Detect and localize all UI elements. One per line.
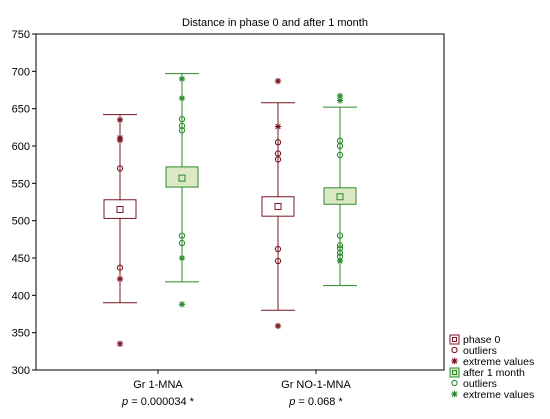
outlier-point: [274, 139, 282, 146]
legend-series-label: after 1 month: [463, 367, 525, 379]
box-body: [323, 187, 357, 205]
median-marker: [274, 202, 282, 210]
legend-extreme-symbol: [451, 390, 458, 398]
outlier-point: [274, 150, 282, 157]
extreme-point: [274, 77, 282, 85]
outlier-point: [336, 242, 344, 249]
extreme-point: [336, 97, 344, 104]
outlier-point: [336, 151, 344, 159]
y-tick-label: 700: [12, 66, 30, 78]
y-tick-label: 550: [12, 178, 30, 190]
box-group: [261, 77, 295, 330]
legend-outlier-label: outliers: [463, 378, 497, 390]
y-tick-label: 750: [12, 29, 30, 41]
outlier-point: [336, 232, 344, 239]
extreme-point: [116, 340, 124, 348]
legend-box-symbol: [449, 367, 460, 378]
median-marker: [336, 193, 344, 201]
extreme-point: [178, 75, 186, 82]
outlier-point: [116, 264, 124, 271]
box-body: [103, 199, 137, 219]
outlier-point: [116, 165, 124, 172]
outlier-point: [178, 122, 186, 129]
extreme-point: [336, 257, 344, 265]
outlier-point: [274, 257, 282, 265]
legend-median-symbol: [452, 370, 457, 375]
extreme-point: [274, 123, 282, 130]
y-axis: 300 350 400 450 500 550 600 650 700 750: [12, 29, 36, 377]
outlier-point: [178, 127, 186, 134]
y-tick-label: 400: [12, 290, 30, 302]
extreme-point: [178, 95, 186, 102]
y-tick-label: 650: [12, 104, 30, 116]
box-body: [165, 166, 199, 188]
outlier-point: [178, 232, 186, 239]
outlier-point: [274, 156, 282, 163]
legend-outlier-label: outliers: [463, 345, 497, 357]
extreme-point: [116, 116, 124, 124]
box-group: [323, 92, 357, 287]
x-tick-label: Gr 1-MNA: [133, 379, 183, 391]
box-series: [103, 73, 357, 348]
x-axis: Gr 1-MNA p = 0.000034 * Gr NO-1-MNA p = 0.0…: [121, 370, 351, 408]
legend-extreme-label: extreme values: [463, 356, 534, 368]
outlier-point: [336, 142, 344, 150]
p-value-symbol: p: [121, 396, 128, 408]
box-body: [261, 196, 295, 217]
y-tick-label: 300: [12, 365, 30, 377]
extreme-point: [274, 322, 282, 330]
legend-series-label: phase 0: [463, 334, 501, 346]
p-value-symbol: p: [288, 396, 295, 408]
outlier-point: [336, 245, 344, 252]
y-tick-label: 350: [12, 328, 30, 340]
p-value-label: p = 0.068 *: [288, 396, 343, 408]
p-value-label: p = 0.000034 *: [121, 396, 195, 408]
outlier-point: [274, 245, 282, 253]
median-marker: [178, 174, 186, 182]
extreme-point: [178, 301, 186, 308]
y-tick-label: 500: [12, 216, 30, 228]
extreme-point: [116, 275, 124, 283]
legend-extreme-label: extreme values: [463, 389, 534, 401]
box-group: [165, 73, 199, 308]
legend-median-symbol: [452, 337, 457, 342]
plot-area: [35, 33, 445, 371]
legend-outlier-symbol: [451, 379, 458, 387]
legend-extreme-symbol: [451, 357, 458, 365]
p-value-text: = 0.068 *: [295, 396, 343, 408]
extreme-point: [178, 254, 186, 262]
outlier-point: [178, 239, 186, 247]
box-group: [103, 114, 137, 348]
outlier-point: [178, 115, 186, 123]
y-tick-label: 600: [12, 141, 30, 153]
extreme-point: [116, 136, 124, 144]
p-value-text: = 0.000034 *: [128, 396, 194, 408]
extreme-point: [336, 92, 344, 100]
outlier-point: [336, 249, 344, 256]
y-tick-label: 450: [12, 253, 30, 265]
chart-title: Distance in phase 0 and after 1 month: [182, 17, 368, 29]
x-tick-label: Gr NO-1-MNA: [281, 379, 351, 391]
legend-outlier-symbol: [451, 346, 458, 354]
median-marker: [116, 205, 124, 213]
legend-box-symbol: [449, 334, 460, 345]
